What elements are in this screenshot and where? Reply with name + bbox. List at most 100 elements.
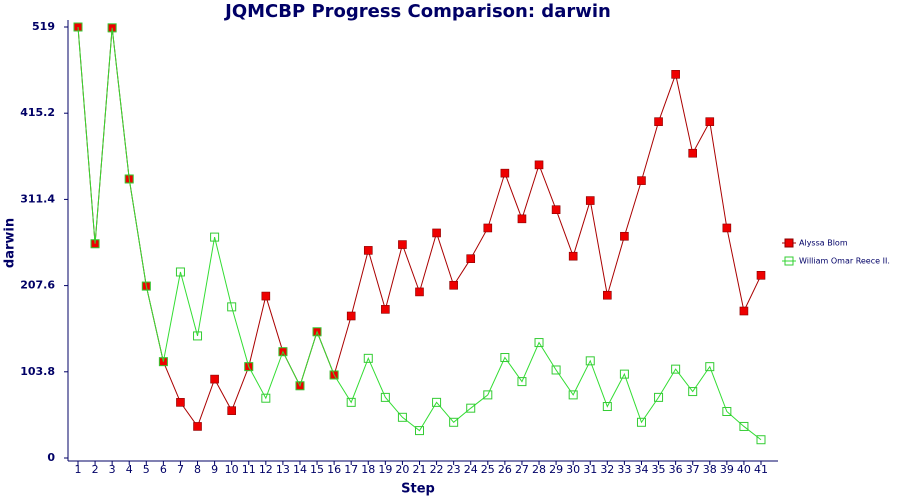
x-tick-label: 37 bbox=[686, 463, 700, 476]
y-axis-label: darwin bbox=[3, 218, 18, 268]
x-tick-label: 9 bbox=[211, 463, 218, 476]
data-point bbox=[636, 417, 646, 427]
data-point bbox=[312, 327, 322, 337]
y-tick-label: 103.8 bbox=[20, 365, 55, 378]
legend-marker bbox=[784, 256, 794, 266]
data-point bbox=[654, 392, 664, 402]
x-tick-label: 16 bbox=[327, 463, 341, 476]
data-point bbox=[193, 331, 203, 341]
data-point bbox=[380, 392, 390, 402]
x-tick-label: 32 bbox=[600, 463, 614, 476]
chart-title: JQMCBP Progress Comparison: darwin bbox=[223, 1, 611, 22]
data-point bbox=[210, 232, 220, 242]
data-point bbox=[619, 369, 629, 379]
data-point bbox=[739, 306, 749, 316]
x-tick-label: 40 bbox=[737, 463, 751, 476]
data-point bbox=[466, 254, 476, 263]
data-point bbox=[261, 393, 271, 403]
data-point bbox=[534, 160, 544, 170]
data-point bbox=[432, 228, 441, 238]
x-tick-label: 18 bbox=[361, 463, 375, 476]
y-tick-label: 519 bbox=[32, 20, 55, 33]
x-tick-label: 31 bbox=[583, 463, 597, 476]
data-point bbox=[517, 377, 527, 387]
data-point bbox=[73, 22, 83, 32]
data-point bbox=[585, 196, 595, 205]
data-point bbox=[603, 290, 612, 300]
x-tick-label: 1 bbox=[75, 463, 82, 476]
x-axis-label: Step bbox=[401, 482, 435, 497]
data-point bbox=[363, 246, 373, 255]
y-tick-label: 207.6 bbox=[20, 279, 55, 292]
x-tick-label: 8 bbox=[194, 463, 201, 476]
data-point bbox=[244, 362, 254, 372]
data-point bbox=[141, 281, 151, 291]
data-point bbox=[176, 398, 185, 407]
x-tick-label: 14 bbox=[293, 463, 307, 476]
data-point bbox=[756, 271, 766, 280]
data-point bbox=[620, 231, 629, 241]
data-point bbox=[90, 239, 100, 249]
x-tick-label: 28 bbox=[532, 463, 546, 476]
data-point bbox=[722, 223, 732, 233]
data-point bbox=[637, 176, 646, 185]
data-point bbox=[500, 353, 510, 363]
x-tick-label: 38 bbox=[703, 463, 717, 476]
x-tick-label: 33 bbox=[617, 463, 631, 476]
x-tick-label: 41 bbox=[754, 463, 768, 476]
x-tick-label: 22 bbox=[430, 463, 444, 476]
x-tick-label: 29 bbox=[549, 463, 563, 476]
data-point bbox=[415, 426, 424, 436]
series-line bbox=[77, 26, 762, 428]
data-point bbox=[398, 240, 407, 249]
x-tick-label: 2 bbox=[92, 463, 99, 476]
data-point bbox=[346, 397, 356, 407]
data-point bbox=[568, 390, 578, 400]
x-tick-label: 7 bbox=[177, 463, 184, 476]
data-point bbox=[397, 412, 407, 422]
data-point bbox=[602, 402, 612, 412]
data-point bbox=[500, 168, 510, 178]
data-point bbox=[534, 338, 544, 348]
data-point bbox=[568, 251, 578, 261]
x-tick-label: 21 bbox=[413, 463, 427, 476]
x-tick-label: 15 bbox=[310, 463, 324, 476]
data-point bbox=[483, 223, 493, 233]
data-point bbox=[227, 406, 236, 415]
data-point bbox=[705, 362, 715, 372]
x-tick-label: 4 bbox=[126, 463, 133, 476]
data-point bbox=[158, 357, 168, 367]
x-tick-label: 6 bbox=[160, 463, 167, 476]
data-point bbox=[329, 370, 339, 380]
x-tick-label: 5 bbox=[143, 463, 150, 476]
x-tick-label: 10 bbox=[225, 463, 239, 476]
data-point bbox=[585, 356, 595, 366]
data-point bbox=[193, 422, 202, 431]
data-point bbox=[483, 390, 493, 400]
data-point bbox=[381, 305, 390, 314]
data-point bbox=[466, 403, 476, 413]
data-point bbox=[295, 381, 305, 391]
y-tick-label: 311.4 bbox=[20, 192, 55, 205]
x-tick-label: 13 bbox=[276, 463, 290, 476]
legend-label: Alyssa Blom bbox=[799, 239, 848, 248]
x-tick-label: 25 bbox=[481, 463, 495, 476]
data-point bbox=[124, 174, 134, 184]
data-point bbox=[346, 311, 356, 321]
data-point bbox=[363, 353, 373, 363]
y-tick-label: 415.2 bbox=[20, 106, 55, 119]
x-tick-label: 19 bbox=[378, 463, 392, 476]
x-tick-label: 36 bbox=[669, 463, 683, 476]
data-point bbox=[107, 23, 117, 33]
data-point bbox=[517, 214, 527, 224]
legend-marker bbox=[784, 238, 794, 248]
data-point bbox=[688, 387, 698, 397]
data-point bbox=[210, 374, 219, 384]
x-tick-label: 39 bbox=[720, 463, 734, 476]
x-tick-label: 24 bbox=[464, 463, 478, 476]
data-point bbox=[671, 70, 680, 79]
data-point bbox=[261, 291, 271, 301]
x-tick-label: 27 bbox=[515, 463, 529, 476]
data-point bbox=[654, 117, 663, 126]
